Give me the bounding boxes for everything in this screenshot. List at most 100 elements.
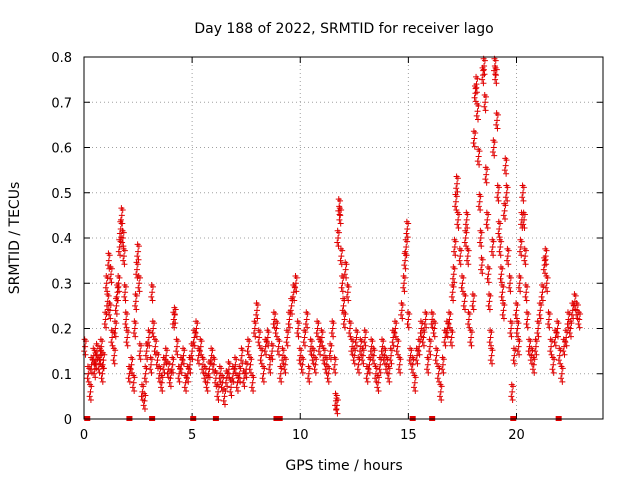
data-point [180,345,187,352]
data-point [372,363,379,370]
data-point [522,293,529,300]
data-point [164,370,171,377]
data-point [519,194,526,201]
data-point [404,234,411,241]
data-point [113,293,120,300]
data-point [269,356,276,363]
data-point [453,173,460,180]
data-point [496,248,503,255]
data-point [552,342,559,349]
data-point [367,348,374,355]
data-point [498,293,505,300]
axis-ticks: 0 0.1 0.2 0.3 0.4 0.5 0.6 0.7 0.8 0 5 10 15 20 [51,51,603,443]
data-point [434,375,441,382]
data-point [148,293,155,300]
data-point [328,330,335,337]
data-point [523,320,530,327]
data-point [530,354,537,361]
data-point [504,197,511,204]
data-point [210,354,217,361]
data-point [222,379,229,386]
data-point [405,324,412,331]
data-point [417,318,424,325]
y-tick-label: 0.5 [51,187,72,202]
data-point [497,244,504,251]
data-point [299,361,306,368]
data-point [118,212,125,219]
data-point [420,327,427,334]
data-point [520,221,527,228]
data-point [306,378,313,385]
data-point [493,121,500,128]
data-point [537,307,544,314]
data-point [252,333,259,340]
data-point [421,320,428,327]
data-point [244,336,251,343]
data-point [338,284,345,291]
data-point [488,248,495,255]
data-point [333,406,340,413]
data-point [370,352,377,359]
data-point [501,200,508,207]
data-point [353,334,360,341]
data-point [342,259,349,266]
data-point [346,325,353,332]
data-point [336,205,343,212]
data-point [515,284,522,291]
data-point [416,351,423,358]
data-point [487,334,494,341]
data-point [401,280,408,287]
data-point [433,360,440,367]
data-point [517,288,524,295]
data-point [237,357,244,364]
data-point [406,357,413,364]
data-point [195,352,202,359]
data-point [414,352,421,359]
data-point [314,333,321,340]
data-point [400,273,407,280]
data-point [385,375,392,382]
data-point [199,366,206,373]
data-point [389,339,396,346]
data-point [299,369,306,376]
data-point [156,363,163,370]
data-point [567,325,574,332]
data-point [576,316,583,323]
data-point [416,343,423,350]
data-point [160,366,167,373]
data-point [302,342,309,349]
data-point [158,379,165,386]
data-point [391,318,398,325]
data-point [111,318,118,325]
data-point [475,146,482,153]
data-point [504,253,511,260]
data-point [325,370,332,377]
data-point [546,324,553,331]
data-point [452,198,459,205]
data-point [138,393,145,400]
data-point [135,248,142,255]
data-point [279,345,286,352]
data-point [473,81,480,88]
data-point [502,215,509,222]
data-point [284,342,291,349]
data-point [359,352,366,359]
data-point [278,378,285,385]
x-tick-label: 5 [188,428,196,443]
data-point [427,343,433,350]
data-point [355,361,362,368]
data-point [126,370,133,377]
data-point [320,357,327,364]
data-point [186,361,193,368]
data-point [374,384,381,391]
data-point [251,325,258,332]
data-point [141,375,148,382]
data-point [162,345,169,352]
data-point [295,325,302,332]
data-point [230,370,237,377]
data-point [339,280,346,287]
data-point [498,271,505,278]
data-point [486,339,493,346]
data-point [356,369,363,376]
data-point [260,363,267,370]
